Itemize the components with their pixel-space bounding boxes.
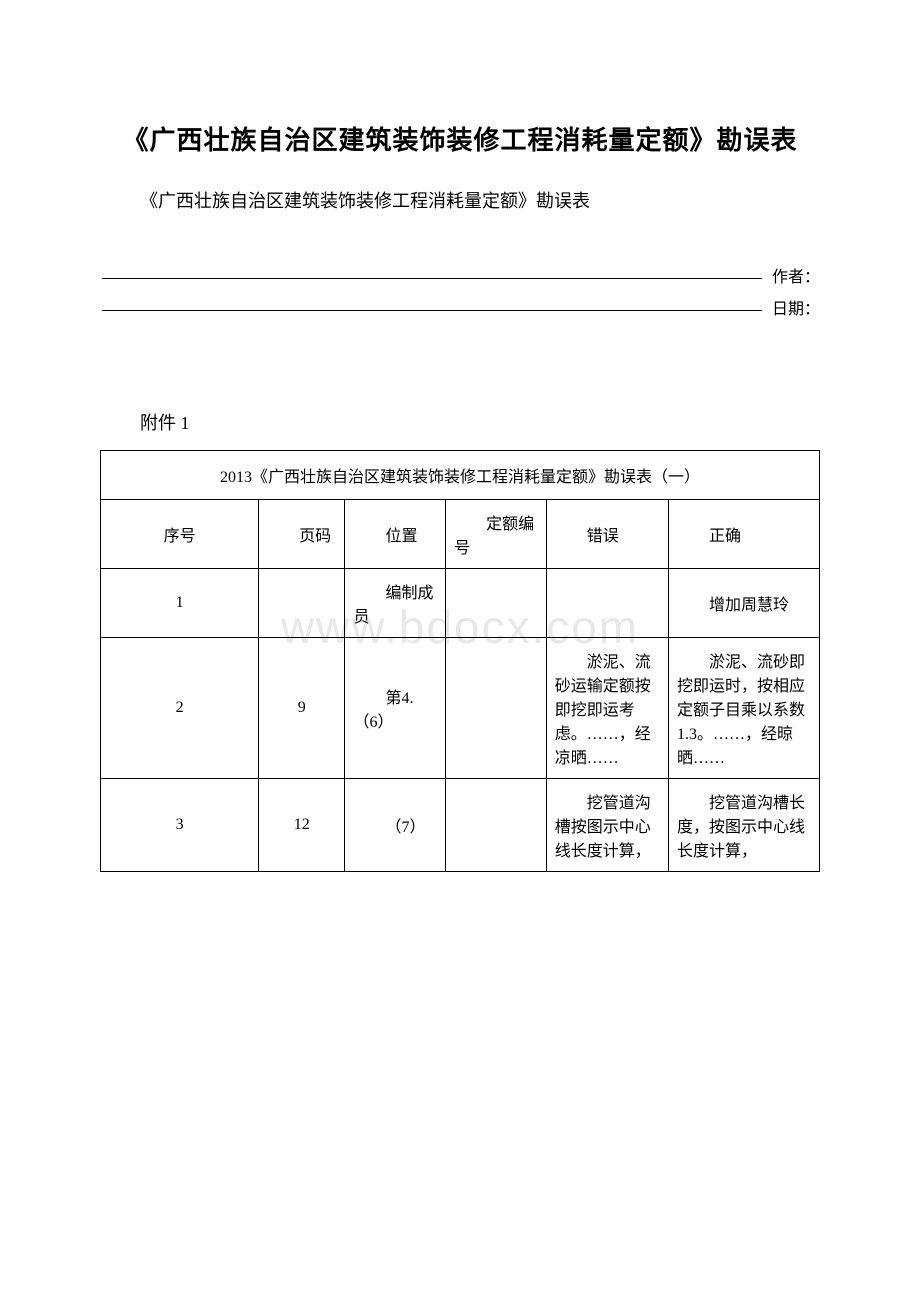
header-error: 错误	[546, 500, 668, 569]
table-row: 3 12 （7） 挖管道沟槽按图示中心线长度计算， 挖管道沟槽长度，按图示中心线…	[101, 779, 820, 872]
cell-seq: 1	[101, 569, 259, 638]
table-row: 1 编制成员 增加周慧玲	[101, 569, 820, 638]
cell-correct: 增加周慧玲	[668, 569, 819, 638]
cell-seq: 2	[101, 638, 259, 779]
cell-correct: 挖管道沟槽长度，按图示中心线长度计算，	[668, 779, 819, 872]
sub-title: 《广西壮族自治区建筑装饰装修工程消耗量定额》勘误表	[140, 187, 820, 213]
author-label: 作者：	[772, 269, 820, 286]
document-content: 《广西壮族自治区建筑装饰装修工程消耗量定额》勘误表 《广西壮族自治区建筑装饰装修…	[100, 120, 820, 872]
cell-correct: 淤泥、流砂即挖即运时，按相应定额子目乘以系数1.3。……，经晾晒……	[668, 638, 819, 779]
author-line: 作者：	[100, 263, 820, 287]
cell-error: 挖管道沟槽按图示中心线长度计算，	[546, 779, 668, 872]
cell-page	[259, 569, 345, 638]
header-correct: 正确	[668, 500, 819, 569]
errata-table: 2013《广西壮族自治区建筑装饰装修工程消耗量定额》勘误表（一） 序号 页码 位…	[100, 450, 820, 872]
meta-section: 作者： 日期：	[100, 263, 820, 319]
main-title: 《广西壮族自治区建筑装饰装修工程消耗量定额》勘误表	[100, 120, 820, 157]
table-row: 2 9 第4.（6） 淤泥、流砂运输定额按即挖即运考虑。……，经凉晒…… 淤泥、…	[101, 638, 820, 779]
table-caption-row: 2013《广西壮族自治区建筑装饰装修工程消耗量定额》勘误表（一）	[101, 451, 820, 500]
table-header-row: 序号 页码 位置 定额编号 错误 正确	[101, 500, 820, 569]
header-seq: 序号	[101, 500, 259, 569]
header-quota-code: 定额编号	[446, 500, 547, 569]
cell-position: 编制成员	[345, 569, 446, 638]
cell-quota-code	[446, 779, 547, 872]
cell-page: 9	[259, 638, 345, 779]
attachment-label: 附件 1	[140, 409, 820, 435]
cell-error: 淤泥、流砂运输定额按即挖即运考虑。……，经凉晒……	[546, 638, 668, 779]
cell-error	[546, 569, 668, 638]
cell-position: 第4.（6）	[345, 638, 446, 779]
date-line: 日期：	[100, 295, 820, 319]
table-caption: 2013《广西壮族自治区建筑装饰装修工程消耗量定额》勘误表（一）	[101, 451, 820, 500]
header-position: 位置	[345, 500, 446, 569]
cell-position: （7）	[345, 779, 446, 872]
cell-seq: 3	[101, 779, 259, 872]
cell-page: 12	[259, 779, 345, 872]
cell-quota-code	[446, 569, 547, 638]
cell-quota-code	[446, 638, 547, 779]
date-label: 日期：	[772, 301, 820, 318]
header-page: 页码	[259, 500, 345, 569]
